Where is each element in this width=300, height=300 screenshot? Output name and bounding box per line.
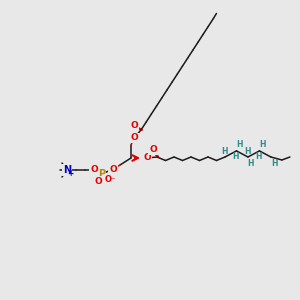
Text: H: H xyxy=(255,152,262,161)
Text: O: O xyxy=(90,166,98,175)
Text: +: + xyxy=(67,169,73,178)
Text: O: O xyxy=(109,164,117,173)
Text: P: P xyxy=(98,169,106,179)
Text: H: H xyxy=(272,160,278,169)
Text: H: H xyxy=(232,152,239,161)
Text: O: O xyxy=(149,146,157,154)
Text: O: O xyxy=(94,176,102,185)
Text: N: N xyxy=(63,165,71,175)
Text: H: H xyxy=(245,146,251,155)
Text: O: O xyxy=(130,122,138,130)
Text: H: H xyxy=(222,146,228,155)
Text: H: H xyxy=(236,140,243,149)
Text: O: O xyxy=(143,154,151,163)
Text: H: H xyxy=(248,158,254,167)
Text: O: O xyxy=(130,134,138,142)
Text: O⁻: O⁻ xyxy=(104,175,116,184)
Text: H: H xyxy=(259,140,266,149)
